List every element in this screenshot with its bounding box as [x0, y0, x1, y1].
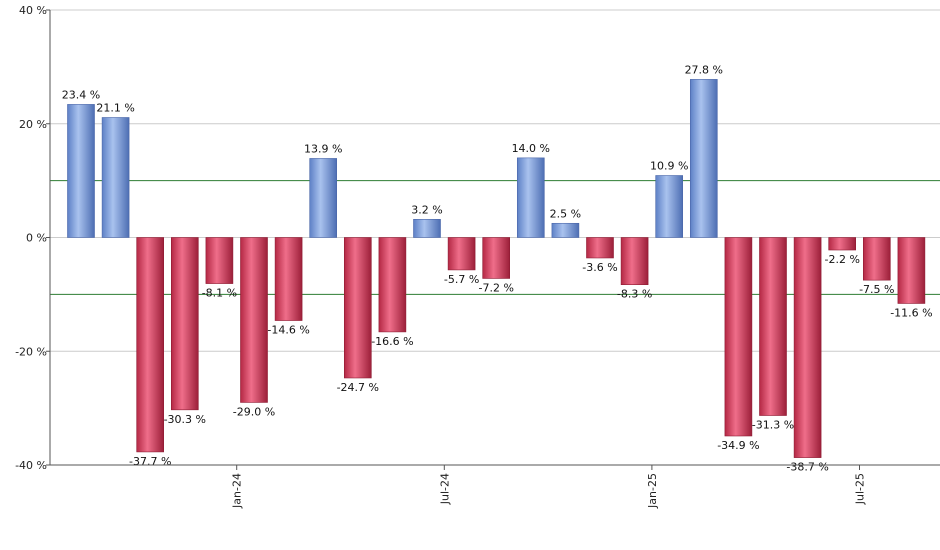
bar: [67, 104, 95, 238]
x-tick-label: Jan-24: [231, 473, 244, 509]
x-tick-label: Jul-25: [854, 473, 867, 505]
y-tick-label: 40 %: [19, 4, 47, 17]
bar: [413, 219, 441, 238]
y-tick-label: -20 %: [15, 345, 47, 358]
bar-value-label: -24.7 %: [337, 381, 379, 394]
bar-value-label: 21.1 %: [96, 101, 134, 114]
bar-value-label: -2.2 %: [824, 253, 859, 266]
bar: [655, 175, 684, 238]
bar-value-label: -31.3 %: [752, 419, 794, 432]
bar: [240, 237, 268, 403]
bar: [482, 237, 511, 279]
bar-value-label: 13.9 %: [304, 142, 342, 155]
bar: [586, 237, 614, 259]
bar-value-label: -30.3 %: [164, 413, 206, 426]
axes: 40 % 20 % 0 % -20 % -40 % Jan-24 Jul-24 Jan-25 J…: [15, 4, 940, 509]
bar: [862, 237, 891, 281]
bar: [447, 237, 476, 271]
bar: [793, 237, 822, 458]
bar: [689, 79, 718, 238]
bar-value-label: -11.6 %: [890, 306, 932, 319]
bar-value-label: -7.5 %: [859, 283, 894, 296]
y-tick-label: 0 %: [26, 232, 47, 245]
bar-value-label: 3.2 %: [411, 203, 442, 216]
bar-value-label: 23.4 %: [62, 88, 100, 101]
bar-value-label: -3.6 %: [582, 261, 617, 274]
bar: [516, 157, 545, 238]
y-tick-label: 20 %: [19, 118, 47, 131]
bar-value-label: 14.0 %: [512, 142, 550, 155]
x-tick-label: Jul-24: [438, 473, 451, 505]
bar: [551, 222, 580, 238]
bar: [759, 237, 787, 416]
bar-value-label: -34.9 %: [717, 439, 759, 452]
bars: [67, 79, 926, 458]
bar-value-label: -14.6 %: [267, 324, 309, 337]
bar-value-label: -8.3 %: [617, 288, 652, 301]
x-tick-label: Jan-25: [646, 473, 659, 509]
bar: [309, 158, 338, 238]
data-labels: 23.4 %21.1 % -37.7 % -30.3 % -8.1 % -29.0 % -…: [62, 63, 933, 473]
bar: [897, 237, 926, 304]
bar: [343, 237, 372, 379]
bar: [136, 237, 164, 453]
bar-value-label: -7.2 %: [478, 281, 513, 294]
bar: [620, 237, 649, 286]
y-tick-label: -40 %: [15, 459, 47, 472]
bar-value-label: 2.5 %: [550, 207, 581, 220]
bar-value-label: -37.7 %: [129, 455, 171, 468]
bar-value-label: 10.9 %: [650, 160, 688, 173]
bar-value-label: 27.8 %: [685, 63, 723, 76]
bar-value-label: -38.7 %: [786, 461, 828, 474]
bar-value-label: -29.0 %: [233, 405, 275, 418]
bar: [274, 237, 303, 321]
bar: [378, 237, 407, 333]
bar: [205, 237, 234, 284]
bar-value-label: -16.6 %: [371, 335, 413, 348]
bar: [828, 237, 857, 251]
bar-value-label: -5.7 %: [444, 273, 479, 286]
bar-value-label: -8.1 %: [202, 287, 237, 300]
bar: [101, 117, 130, 238]
bar: [171, 237, 199, 411]
bar: [724, 237, 753, 437]
